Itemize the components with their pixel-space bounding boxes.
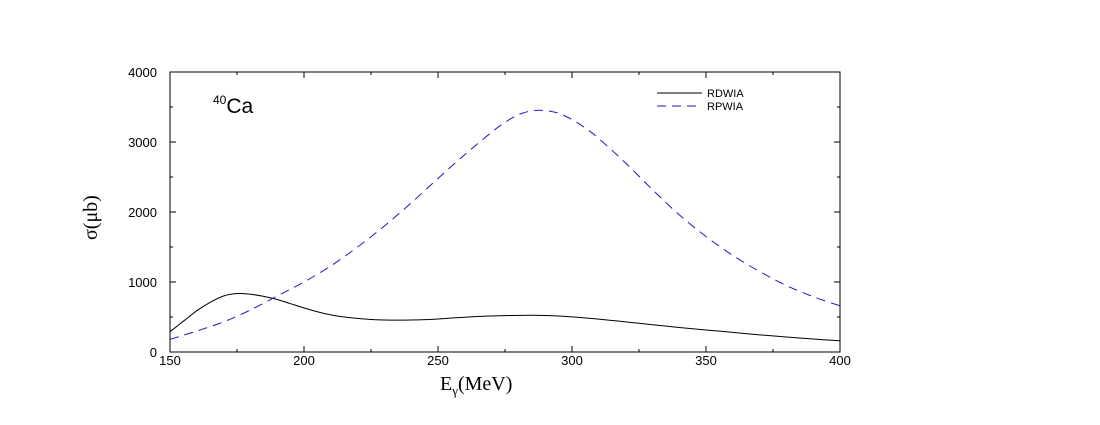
x-tick-label: 350 [695, 353, 717, 368]
legend-label-rpwia: RPWIA [707, 101, 744, 113]
y-tick-label: 0 [150, 345, 157, 360]
y-tick-label: 3000 [128, 135, 157, 150]
x-tick-label: 250 [427, 353, 449, 368]
x-tick-label: 400 [829, 353, 851, 368]
y-axis-ticks: 0 1000 2000 3000 4000 [128, 65, 840, 360]
y-tick-label: 2000 [128, 205, 157, 220]
y-axis-label-pre: σ( [80, 222, 102, 240]
legend-label-rdwia: RDWIA [707, 88, 744, 100]
x-axis-label: Eγ(MeV) [440, 373, 512, 398]
x-axis-label-unit: (MeV) [458, 373, 512, 395]
y-tick-label: 1000 [128, 275, 157, 290]
series-layer [169, 109, 841, 342]
plot-frame [169, 71, 841, 353]
x-tick-label: 200 [293, 353, 315, 368]
series-line-rdwia [169, 292, 841, 342]
x-tick-label: 150 [159, 353, 181, 368]
y-tick-label: 4000 [128, 65, 157, 80]
annotation-superscript: 40 [213, 93, 227, 107]
x-tick-label: 300 [561, 353, 583, 368]
y-axis-label-greek: μ [80, 212, 102, 223]
x-axis-label-subscript: γ [451, 383, 458, 398]
legend: RDWIA RPWIA [657, 88, 744, 113]
x-axis-ticks: 150 200 250 300 350 400 [159, 72, 851, 368]
series-line-rpwia [169, 109, 841, 340]
x-axis-label-main: E [440, 373, 452, 395]
annotation-text: Ca [226, 95, 253, 118]
y-axis-label: σ(μb) [80, 195, 102, 240]
y-axis-label-post: b) [80, 195, 102, 212]
annotation-label: 40Ca [213, 93, 254, 118]
